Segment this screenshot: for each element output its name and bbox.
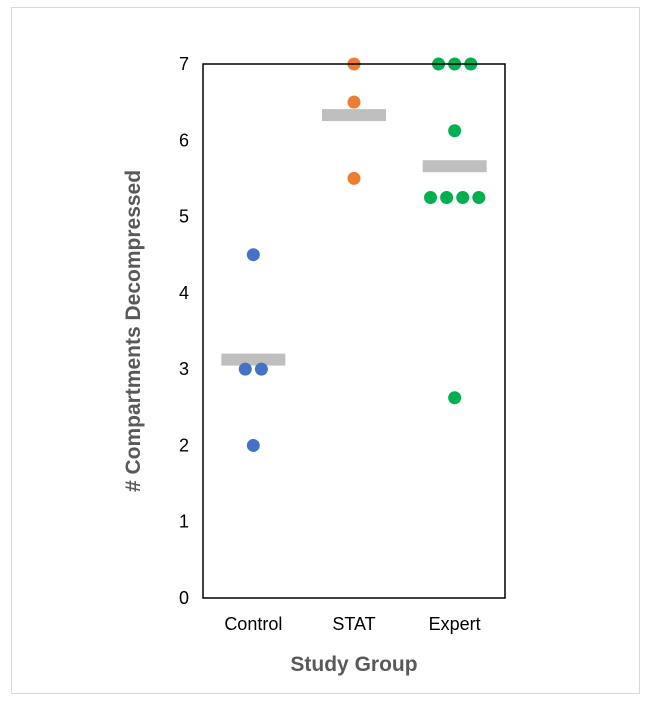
data-point (440, 191, 454, 204)
x-tick-labels: Control STAT Expert (224, 614, 480, 634)
data-point (254, 362, 268, 376)
data-point (472, 191, 486, 204)
x-tick-label: STAT (332, 614, 375, 634)
data-point (448, 391, 462, 405)
data-point (238, 362, 252, 376)
x-axis-title: Study Group (290, 653, 417, 676)
data-point (246, 438, 260, 452)
y-tick-label: 1 (179, 512, 189, 532)
y-tick-label: 3 (179, 359, 189, 379)
y-tick-label: 4 (179, 283, 189, 303)
y-tick-label: 6 (179, 130, 189, 150)
y-tick-labels: 0 1 2 3 4 5 6 7 (179, 54, 189, 608)
x-tick-label: Expert (429, 614, 481, 634)
mean-marker (322, 109, 386, 122)
data-point (246, 248, 260, 262)
y-tick-label: 0 (179, 588, 189, 608)
data-point (424, 191, 438, 204)
data-point (347, 171, 361, 185)
mean-marker (422, 160, 487, 173)
y-axis-title: # Compartments Decompressed (122, 170, 145, 492)
y-tick-label: 2 (179, 435, 189, 455)
plot-area (202, 63, 506, 599)
mean-marker (221, 353, 286, 366)
mean-markers (221, 109, 487, 366)
x-tick-label: Control (224, 614, 282, 634)
data-point (448, 124, 462, 138)
y-tick-label: 5 (179, 207, 189, 227)
data-point (456, 191, 470, 204)
data-point (347, 95, 361, 109)
chart-frame (11, 7, 640, 694)
y-tick-label: 7 (179, 54, 189, 74)
